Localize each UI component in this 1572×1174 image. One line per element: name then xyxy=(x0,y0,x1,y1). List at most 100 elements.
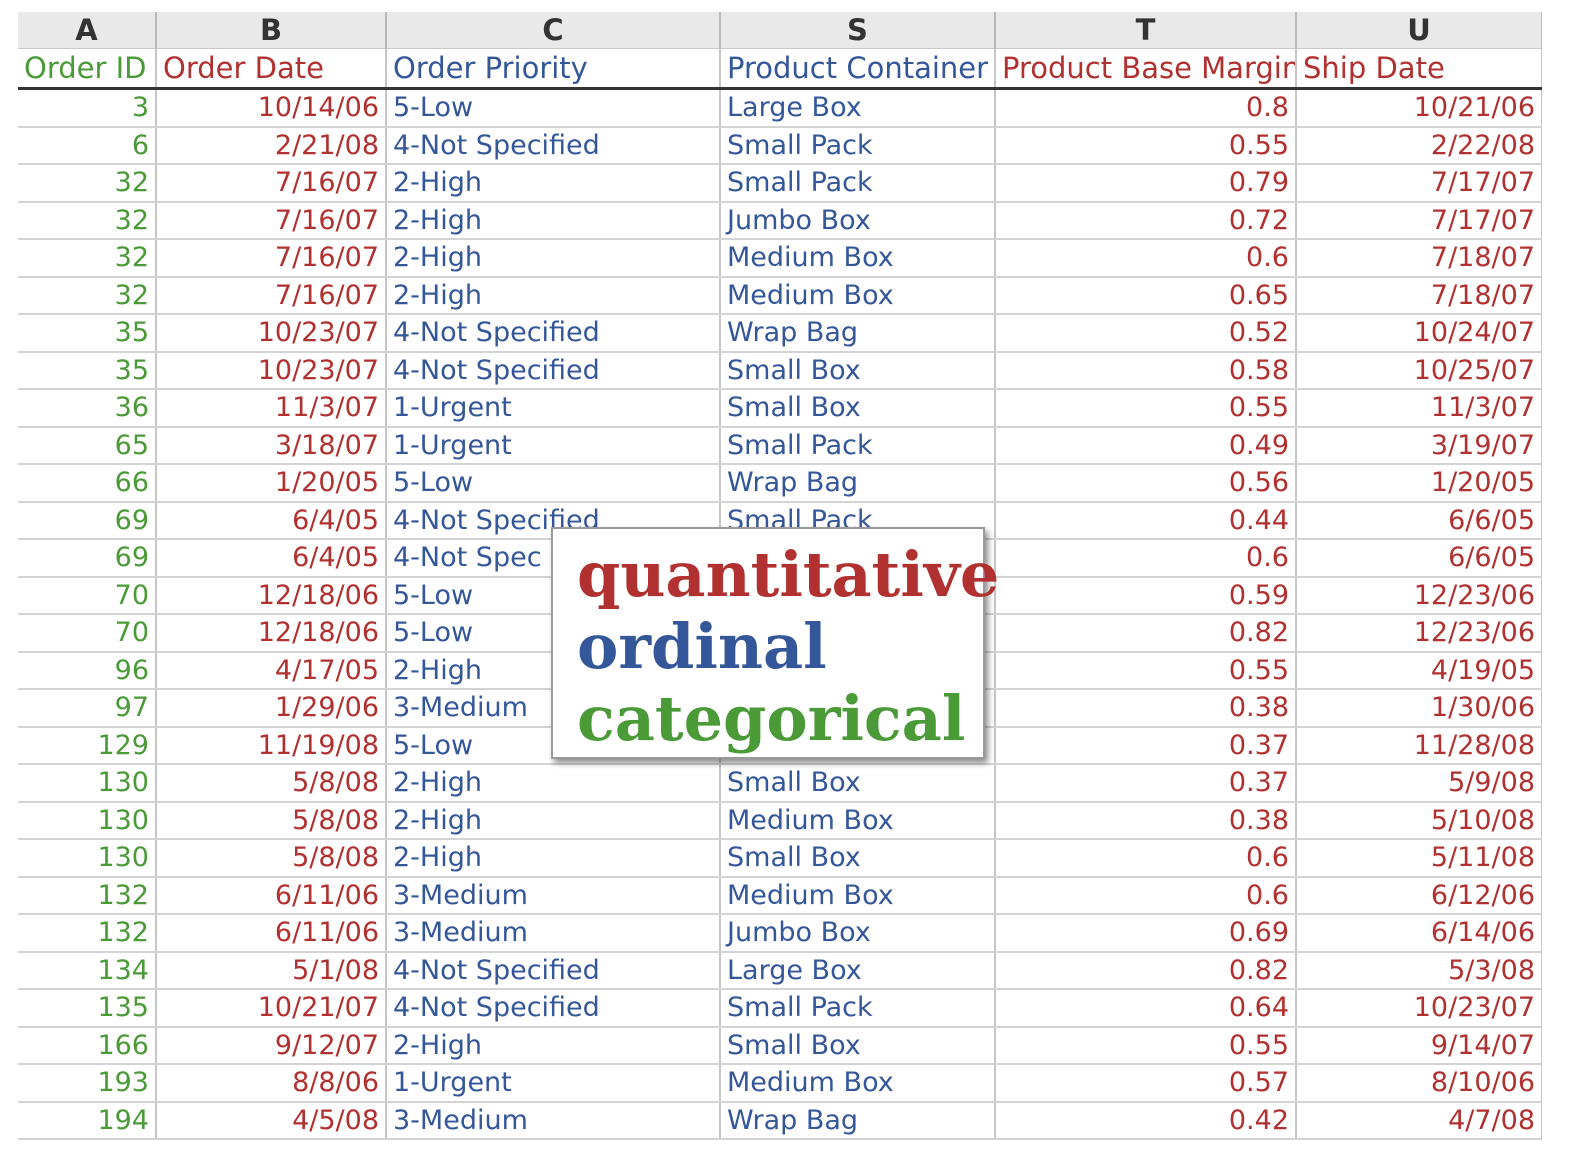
cell-order-id[interactable]: 32 xyxy=(18,276,157,315)
cell-order-id[interactable]: 6 xyxy=(18,126,157,165)
header-order-priority[interactable]: Order Priority xyxy=(386,48,721,90)
cell-order-date[interactable]: 5/8/08 xyxy=(156,764,387,803)
cell-order-priority[interactable]: 4-Not Specified xyxy=(386,989,721,1028)
cell-order-priority[interactable]: 5-Low xyxy=(386,88,721,128)
cell-product-container[interactable]: Small Box xyxy=(720,351,996,390)
cell-order-id[interactable]: 36 xyxy=(18,389,157,428)
cell-order-id[interactable]: 134 xyxy=(18,951,157,990)
cell-order-priority[interactable]: 2-High xyxy=(386,164,721,203)
cell-order-priority[interactable]: 2-High xyxy=(386,276,721,315)
cell-order-priority[interactable]: 2-High xyxy=(386,201,721,240)
cell-ship-date[interactable]: 1/30/06 xyxy=(1296,689,1542,728)
cell-order-priority[interactable]: 2-High xyxy=(386,801,721,840)
column-letter-c[interactable]: C xyxy=(386,12,721,49)
cell-product-base-margin[interactable]: 0.38 xyxy=(995,689,1297,728)
cell-ship-date[interactable]: 10/23/07 xyxy=(1296,989,1542,1028)
cell-product-base-margin[interactable]: 0.8 xyxy=(995,88,1297,128)
cell-ship-date[interactable]: 3/19/07 xyxy=(1296,426,1542,465)
cell-product-base-margin[interactable]: 0.6 xyxy=(995,239,1297,278)
cell-order-priority[interactable]: 1-Urgent xyxy=(386,389,721,428)
cell-order-priority[interactable]: 3-Medium xyxy=(386,914,721,953)
cell-order-id[interactable]: 32 xyxy=(18,164,157,203)
cell-product-container[interactable]: Large Box xyxy=(720,951,996,990)
cell-product-container[interactable]: Medium Box xyxy=(720,276,996,315)
column-letter-u[interactable]: U xyxy=(1296,12,1542,49)
cell-order-date[interactable]: 9/12/07 xyxy=(156,1026,387,1065)
table-row[interactable]: 32 7/16/07 2-High Jumbo Box 0.72 7/17/07 xyxy=(18,201,1542,240)
cell-order-id[interactable]: 135 xyxy=(18,989,157,1028)
cell-order-priority[interactable]: 1-Urgent xyxy=(386,426,721,465)
table-row[interactable]: 193 8/8/06 1-Urgent Medium Box 0.57 8/10/06 xyxy=(18,1064,1542,1103)
cell-order-date[interactable]: 10/21/07 xyxy=(156,989,387,1028)
cell-order-priority[interactable]: 2-High xyxy=(386,239,721,278)
table-row[interactable]: 194 4/5/08 3-Medium Wrap Bag 0.42 4/7/08 xyxy=(18,1101,1542,1140)
cell-product-base-margin[interactable]: 0.37 xyxy=(995,764,1297,803)
cell-product-base-margin[interactable]: 0.56 xyxy=(995,464,1297,503)
cell-product-container[interactable]: Small Pack xyxy=(720,164,996,203)
table-row[interactable]: 130 5/8/08 2-High Medium Box 0.38 5/10/08 xyxy=(18,801,1542,840)
table-row[interactable]: 36 11/3/07 1-Urgent Small Box 0.55 11/3/07 xyxy=(18,389,1542,428)
cell-product-container[interactable]: Large Box xyxy=(720,88,996,128)
cell-order-date[interactable]: 12/18/06 xyxy=(156,576,387,615)
table-row[interactable]: 32 7/16/07 2-High Medium Box 0.6 7/18/07 xyxy=(18,239,1542,278)
table-row[interactable]: 166 9/12/07 2-High Small Box 0.55 9/14/07 xyxy=(18,1026,1542,1065)
cell-product-base-margin[interactable]: 0.55 xyxy=(995,126,1297,165)
cell-order-date[interactable]: 7/16/07 xyxy=(156,239,387,278)
cell-ship-date[interactable]: 1/20/05 xyxy=(1296,464,1542,503)
cell-order-id[interactable]: 66 xyxy=(18,464,157,503)
cell-ship-date[interactable]: 5/9/08 xyxy=(1296,764,1542,803)
table-row[interactable]: 130 5/8/08 2-High Small Box 0.37 5/9/08 xyxy=(18,764,1542,803)
cell-order-id[interactable]: 32 xyxy=(18,201,157,240)
cell-product-container[interactable]: Small Box xyxy=(720,389,996,428)
column-letter-a[interactable]: A xyxy=(18,12,157,49)
cell-ship-date[interactable]: 6/6/05 xyxy=(1296,501,1542,540)
column-letter-t[interactable]: T xyxy=(995,12,1297,49)
cell-product-container[interactable]: Small Box xyxy=(720,764,996,803)
column-letter-b[interactable]: B xyxy=(156,12,387,49)
cell-product-container[interactable]: Medium Box xyxy=(720,801,996,840)
cell-ship-date[interactable]: 7/17/07 xyxy=(1296,201,1542,240)
cell-order-date[interactable]: 8/8/06 xyxy=(156,1064,387,1103)
cell-order-date[interactable]: 1/20/05 xyxy=(156,464,387,503)
cell-ship-date[interactable]: 12/23/06 xyxy=(1296,614,1542,653)
cell-ship-date[interactable]: 5/11/08 xyxy=(1296,839,1542,878)
table-row[interactable]: 130 5/8/08 2-High Small Box 0.6 5/11/08 xyxy=(18,839,1542,878)
cell-product-base-margin[interactable]: 0.37 xyxy=(995,726,1297,765)
cell-order-id[interactable]: 35 xyxy=(18,314,157,353)
cell-order-date[interactable]: 5/8/08 xyxy=(156,839,387,878)
cell-order-date[interactable]: 3/18/07 xyxy=(156,426,387,465)
cell-order-date[interactable]: 7/16/07 xyxy=(156,201,387,240)
table-row[interactable]: 65 3/18/07 1-Urgent Small Pack 0.49 3/19/07 xyxy=(18,426,1542,465)
cell-order-priority[interactable]: 3-Medium xyxy=(386,1101,721,1140)
cell-product-container[interactable]: Small Pack xyxy=(720,426,996,465)
cell-ship-date[interactable]: 5/3/08 xyxy=(1296,951,1542,990)
cell-order-priority[interactable]: 5-Low xyxy=(386,464,721,503)
table-row[interactable]: 135 10/21/07 4-Not Specified Small Pack 0.64… xyxy=(18,989,1542,1028)
cell-ship-date[interactable]: 4/7/08 xyxy=(1296,1101,1542,1140)
cell-order-date[interactable]: 6/11/06 xyxy=(156,914,387,953)
cell-order-id[interactable]: 193 xyxy=(18,1064,157,1103)
cell-order-id[interactable]: 132 xyxy=(18,876,157,915)
table-row[interactable]: 132 6/11/06 3-Medium Medium Box 0.6 6/12/06 xyxy=(18,876,1542,915)
cell-ship-date[interactable]: 7/18/07 xyxy=(1296,276,1542,315)
cell-ship-date[interactable]: 8/10/06 xyxy=(1296,1064,1542,1103)
table-row[interactable]: 35 10/23/07 4-Not Specified Small Box 0.58 10… xyxy=(18,351,1542,390)
cell-product-container[interactable]: Jumbo Box xyxy=(720,914,996,953)
cell-order-id[interactable]: 129 xyxy=(18,726,157,765)
cell-order-date[interactable]: 7/16/07 xyxy=(156,276,387,315)
cell-product-container[interactable]: Small Box xyxy=(720,1026,996,1065)
cell-product-container[interactable]: Jumbo Box xyxy=(720,201,996,240)
cell-product-base-margin[interactable]: 0.6 xyxy=(995,539,1297,578)
cell-order-date[interactable]: 2/21/08 xyxy=(156,126,387,165)
cell-product-container[interactable]: Small Box xyxy=(720,839,996,878)
cell-product-base-margin[interactable]: 0.65 xyxy=(995,276,1297,315)
cell-product-base-margin[interactable]: 0.69 xyxy=(995,914,1297,953)
cell-order-id[interactable]: 69 xyxy=(18,501,157,540)
cell-ship-date[interactable]: 9/14/07 xyxy=(1296,1026,1542,1065)
cell-order-date[interactable]: 11/3/07 xyxy=(156,389,387,428)
cell-order-date[interactable]: 1/29/06 xyxy=(156,689,387,728)
cell-product-base-margin[interactable]: 0.55 xyxy=(995,389,1297,428)
cell-product-base-margin[interactable]: 0.38 xyxy=(995,801,1297,840)
cell-ship-date[interactable]: 12/23/06 xyxy=(1296,576,1542,615)
table-row[interactable]: 6 2/21/08 4-Not Specified Small Pack 0.55 2/2… xyxy=(18,126,1542,165)
